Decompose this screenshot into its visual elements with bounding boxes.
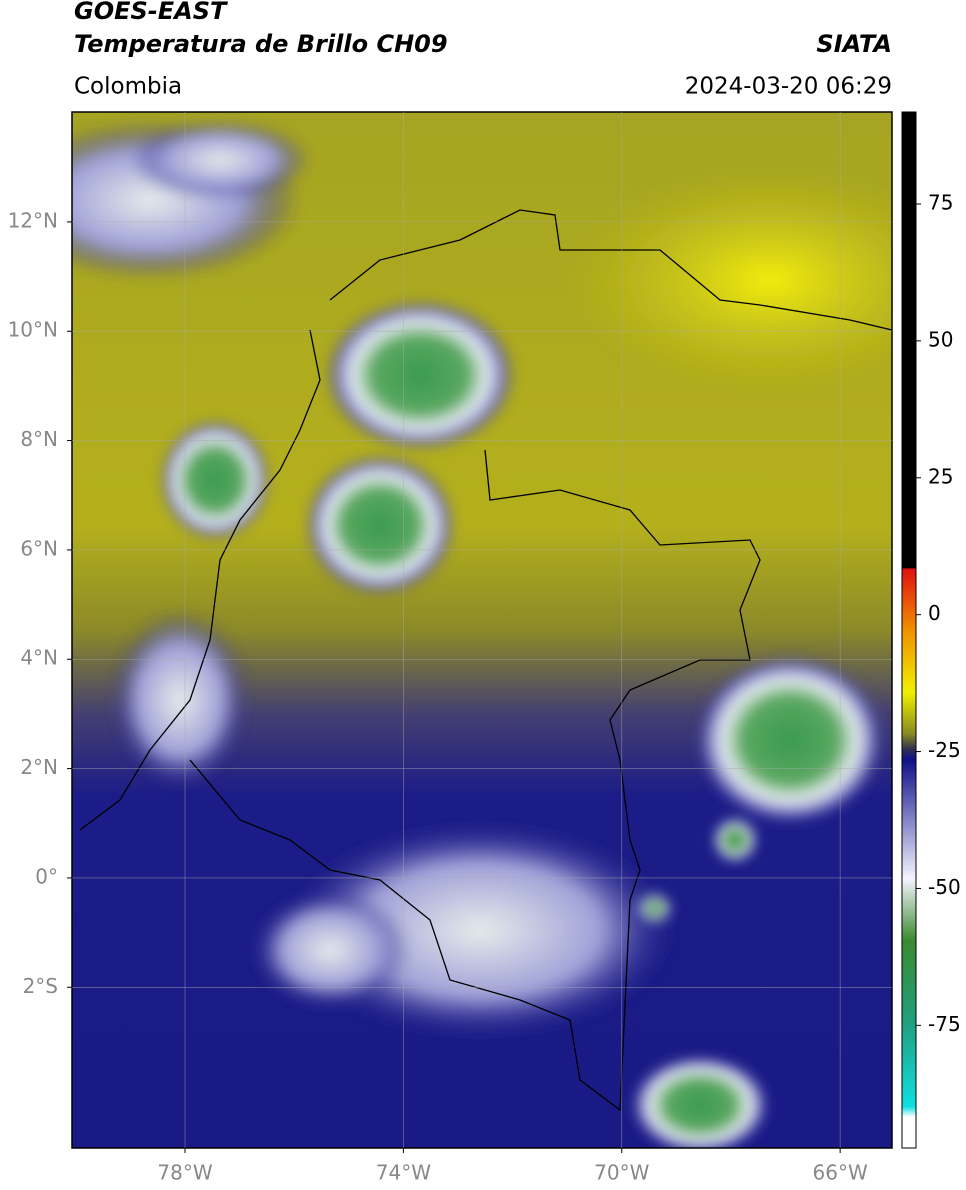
subtitle: Temperatura de Brillo CH09 xyxy=(74,30,448,58)
source: SIATA xyxy=(816,30,892,58)
x-tick-label: 66°W xyxy=(813,1161,868,1185)
colorbar-tick-label: -50 xyxy=(928,875,961,899)
x-tick-label: 70°W xyxy=(594,1161,649,1185)
map-frame xyxy=(71,111,893,1149)
y-tick-label: 8°N xyxy=(20,427,58,451)
y-tick-label: 2°N xyxy=(20,755,58,779)
datetime: 2024-03-20 06:29 xyxy=(685,74,892,100)
colorbar-tick-label: 50 xyxy=(928,327,953,351)
colorbar-tick-label: -75 xyxy=(928,1012,961,1036)
y-tick-label: 0° xyxy=(35,864,58,888)
x-tick-label: 78°W xyxy=(157,1161,212,1185)
colorbar-tick-label: 25 xyxy=(928,464,953,488)
y-tick-label: 6°N xyxy=(20,536,58,560)
satellite-image xyxy=(72,112,892,1148)
x-tick-label: 74°W xyxy=(376,1161,431,1185)
y-tick-label: 10°N xyxy=(8,318,58,342)
title: GOES-EAST xyxy=(74,0,228,25)
y-tick-label: 12°N xyxy=(8,208,58,232)
colorbar xyxy=(901,111,917,1149)
y-tick-label: 2°S xyxy=(23,974,58,998)
y-tick-label: 4°N xyxy=(20,646,58,670)
colorbar-tick-label: 0 xyxy=(928,601,941,625)
region: Colombia xyxy=(74,74,182,100)
colorbar-tick-label: -25 xyxy=(928,738,961,762)
colorbar-tick-label: 75 xyxy=(928,190,953,214)
